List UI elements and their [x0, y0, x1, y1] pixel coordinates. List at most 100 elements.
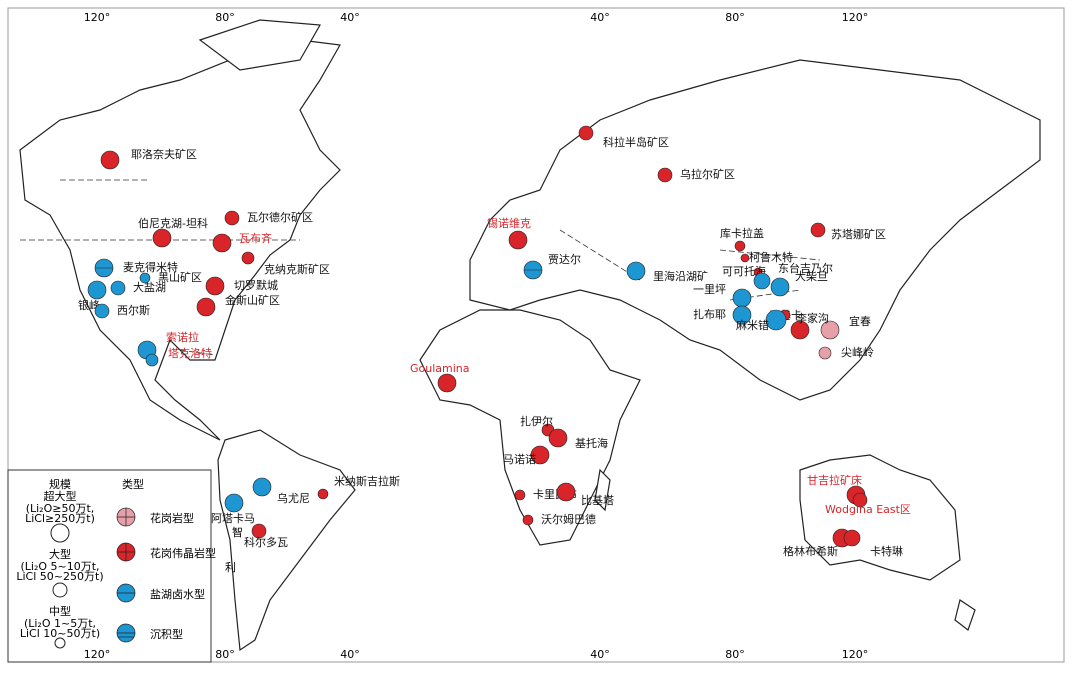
deposit-marker — [852, 492, 868, 508]
deposit-marker — [843, 529, 861, 547]
deposit-label: 乌拉尔矿区 — [680, 167, 735, 181]
deposit-marker — [94, 303, 110, 319]
deposit-label: 库卡拉盖 — [720, 226, 764, 240]
deposit-label: 塔克洛特 — [168, 346, 212, 360]
legend-note: (Li₂O≥50万t, — [26, 502, 95, 515]
longitude-label: 120° — [84, 11, 111, 24]
longitude-label: 120° — [842, 648, 869, 661]
legend-size: 中型 — [49, 604, 71, 618]
deposit-label: 麻米错 — [736, 318, 769, 332]
deposit-label: 克纳克斯矿区 — [264, 263, 330, 276]
deposit-marker — [810, 222, 826, 238]
longitude-label: 80° — [725, 11, 745, 24]
deposit-marker — [770, 277, 790, 297]
longitude-label: 40° — [590, 648, 610, 661]
deposit-label: 金斯山矿区 — [225, 293, 280, 307]
deposit-marker — [205, 276, 225, 296]
longitude-label: 120° — [84, 648, 111, 661]
deposit-label: 大盐湖 — [133, 280, 166, 294]
deposit-marker — [740, 253, 750, 263]
deposit-label: 苏塔娜矿区 — [831, 227, 886, 241]
deposit-marker — [224, 210, 240, 226]
country-label: 利 — [225, 561, 236, 574]
legend-box — [7, 469, 212, 663]
legend-size-symbol — [54, 637, 66, 649]
deposit-marker — [110, 280, 126, 296]
legend-type-label: 沉积型 — [150, 627, 183, 641]
deposit-marker — [790, 320, 810, 340]
deposit-label: 格林布希斯 — [783, 544, 838, 558]
country-label: 智 — [232, 525, 243, 539]
deposit-label: 比基塔 — [581, 494, 614, 507]
deposit-marker — [196, 297, 216, 317]
deposit-label: 马诺诺 — [503, 453, 536, 466]
deposit-label: 甘吉拉矿床 — [807, 473, 862, 487]
deposit-marker — [657, 167, 673, 183]
deposit-marker — [224, 493, 244, 513]
deposit-label: 东台吉乃尔 — [778, 261, 833, 275]
deposit-marker — [753, 272, 771, 290]
deposit-label: 科拉半岛矿区 — [603, 135, 669, 149]
deposit-marker — [734, 240, 746, 252]
deposit-label: 李家沟 — [796, 311, 829, 325]
legend-note: LiCl 50~250万t) — [16, 570, 103, 583]
deposit-marker — [241, 251, 255, 265]
longitude-label: 40° — [340, 11, 360, 24]
deposit-marker — [556, 482, 576, 502]
deposit-label: 一里坪 — [693, 283, 726, 296]
deposit-label: 米纳斯吉拉斯 — [334, 474, 400, 488]
deposit-label: 瓦布齐 — [239, 231, 272, 245]
longitude-label: 80° — [725, 648, 745, 661]
deposit-marker — [530, 445, 550, 465]
deposit-label: 伯尼克湖-坦科 — [138, 216, 208, 230]
legend-note: (Li₂O 1~5万t, — [24, 617, 96, 630]
deposit-marker — [317, 488, 329, 500]
deposit-marker — [626, 261, 646, 281]
deposit-label: 银峰 — [78, 298, 100, 312]
deposit-label: 麦克得米特 — [123, 260, 178, 274]
deposit-label: 扎伊尔 — [520, 414, 553, 428]
deposit-label: 索诺拉 — [166, 330, 199, 344]
deposit-label: 扎布耶 — [693, 307, 726, 321]
legend-note: (Li₂O 5~10万t, — [20, 560, 99, 573]
legend-size-symbol — [52, 582, 68, 598]
legend — [7, 469, 212, 663]
deposit-label: 阿塔卡马 — [211, 512, 255, 525]
deposit-marker — [100, 150, 120, 170]
deposit-marker — [252, 477, 272, 497]
deposit-marker — [87, 280, 107, 300]
legend-type-label: 花岗岩型 — [150, 511, 194, 525]
deposit-label: 乌尤尼 — [277, 491, 310, 505]
longitude-label: 120° — [842, 11, 869, 24]
continents — [19, 19, 1041, 652]
deposit-label: 卡特琳 — [870, 544, 903, 558]
legend-size-symbol — [50, 523, 70, 543]
deposit-label: 尖峰岭 — [841, 345, 874, 359]
deposit-label: 瓦尔德尔矿区 — [247, 210, 313, 224]
legend-type-label: 花岗伟晶岩型 — [150, 546, 216, 560]
legend-note: LiCl≥250万t) — [25, 512, 95, 525]
deposit-label: 切罗默城 — [234, 279, 278, 292]
deposit-label: 大柴旦 — [795, 269, 828, 283]
deposit-marker — [765, 309, 787, 331]
deposit-marker — [508, 230, 528, 250]
deposit-label: 里海沿湖矿 — [653, 269, 708, 283]
deposit-label: 宜春 — [849, 314, 871, 328]
legend-type-label: 盐湖卤水型 — [150, 587, 205, 601]
deposit-label: Wodgina East区 — [825, 503, 911, 516]
deposit-label: 锡诺维克 — [487, 216, 531, 230]
deposit-marker — [732, 305, 752, 325]
deposit-label: 柯鲁木特 — [749, 250, 793, 264]
legend-size: 大型 — [49, 547, 71, 561]
deposit-label: 沃尔姆巴德 — [541, 512, 596, 526]
legend-size: 超大型 — [44, 489, 77, 503]
deposit-marker — [820, 320, 840, 340]
deposit-label: 可可托海 — [722, 264, 766, 278]
deposit-label: 西尔斯 — [117, 304, 150, 317]
longitude-label: 40° — [340, 648, 360, 661]
legend-note: LiCl 10~50万t) — [20, 627, 100, 640]
deposit-label: 基托海 — [575, 436, 608, 450]
deposit-marker — [818, 346, 832, 360]
deposit-marker — [514, 489, 526, 501]
